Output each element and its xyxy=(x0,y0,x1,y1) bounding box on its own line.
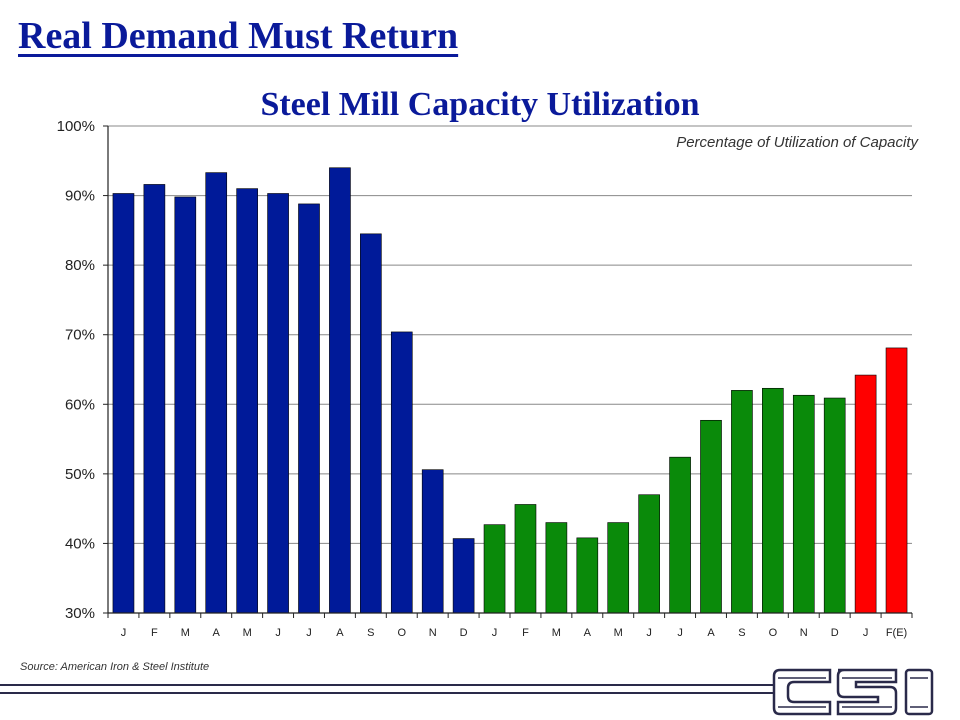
bar xyxy=(483,524,506,614)
bar xyxy=(421,469,444,614)
chart-subtitle: Percentage of Utilization of Capacity xyxy=(676,134,918,151)
chart-title: Steel Mill Capacity Utilization xyxy=(260,86,700,123)
x-tick-label: J xyxy=(275,627,281,639)
y-tick-label: 80% xyxy=(65,257,95,274)
x-tick-label: A xyxy=(707,627,715,639)
bar xyxy=(885,347,908,614)
bar xyxy=(731,390,753,614)
y-tick-label: 70% xyxy=(65,327,95,344)
company-logo xyxy=(772,668,934,716)
bar xyxy=(638,494,660,614)
x-tick-label: F xyxy=(151,627,158,639)
bar xyxy=(329,167,351,614)
y-tick-label: 100% xyxy=(57,118,95,135)
bar xyxy=(452,538,475,614)
bar xyxy=(700,419,722,614)
bar xyxy=(792,394,815,614)
footer-rule-top xyxy=(0,684,776,686)
source-note: Source: American Iron & Steel Institute xyxy=(20,661,210,673)
x-tick-label: N xyxy=(800,627,808,639)
x-tick-label: O xyxy=(769,627,778,639)
footer-rule-bottom xyxy=(0,692,776,694)
bar xyxy=(205,172,228,614)
bar xyxy=(545,522,568,614)
x-tick-label: J xyxy=(121,627,127,639)
x-tick-label: M xyxy=(614,627,623,639)
x-tick-label: S xyxy=(367,627,374,639)
x-tick-label: M xyxy=(243,627,252,639)
y-tick-label: 40% xyxy=(65,535,95,552)
y-tick-label: 90% xyxy=(65,188,95,205)
x-tick-label: D xyxy=(460,627,468,639)
x-tick-label: M xyxy=(552,627,561,639)
bar xyxy=(267,193,289,614)
x-tick-label: A xyxy=(336,627,344,639)
bar xyxy=(762,387,784,614)
bar xyxy=(576,537,599,614)
x-tick-label: J xyxy=(646,627,652,639)
slide-title: Real Demand Must Return xyxy=(18,15,459,57)
y-tick-label: 60% xyxy=(65,396,95,413)
bar xyxy=(607,522,630,614)
x-tick-label: J xyxy=(306,627,312,639)
y-tick-label: 30% xyxy=(65,605,95,622)
x-tick-label: J xyxy=(677,627,683,639)
y-tick-label: 50% xyxy=(65,466,95,483)
bar xyxy=(514,504,537,614)
bar xyxy=(854,374,877,614)
bar xyxy=(360,233,382,614)
x-tick-label: O xyxy=(397,627,406,639)
bar xyxy=(236,188,258,614)
x-tick-label: J xyxy=(492,627,498,639)
x-tick-label: A xyxy=(213,627,221,639)
bar xyxy=(174,196,197,614)
x-tick-label: F xyxy=(522,627,529,639)
x-tick-label: M xyxy=(181,627,190,639)
x-tick-label: J xyxy=(863,627,869,639)
bar xyxy=(823,397,846,614)
bar xyxy=(298,203,320,614)
x-tick-label: F(E) xyxy=(886,627,907,639)
bar xyxy=(390,331,413,614)
bar xyxy=(143,184,166,614)
bar xyxy=(112,193,135,614)
x-tick-label: S xyxy=(738,627,745,639)
x-tick-label: N xyxy=(429,627,437,639)
x-tick-label: D xyxy=(831,627,839,639)
x-tick-label: A xyxy=(584,627,592,639)
bar xyxy=(669,456,691,614)
